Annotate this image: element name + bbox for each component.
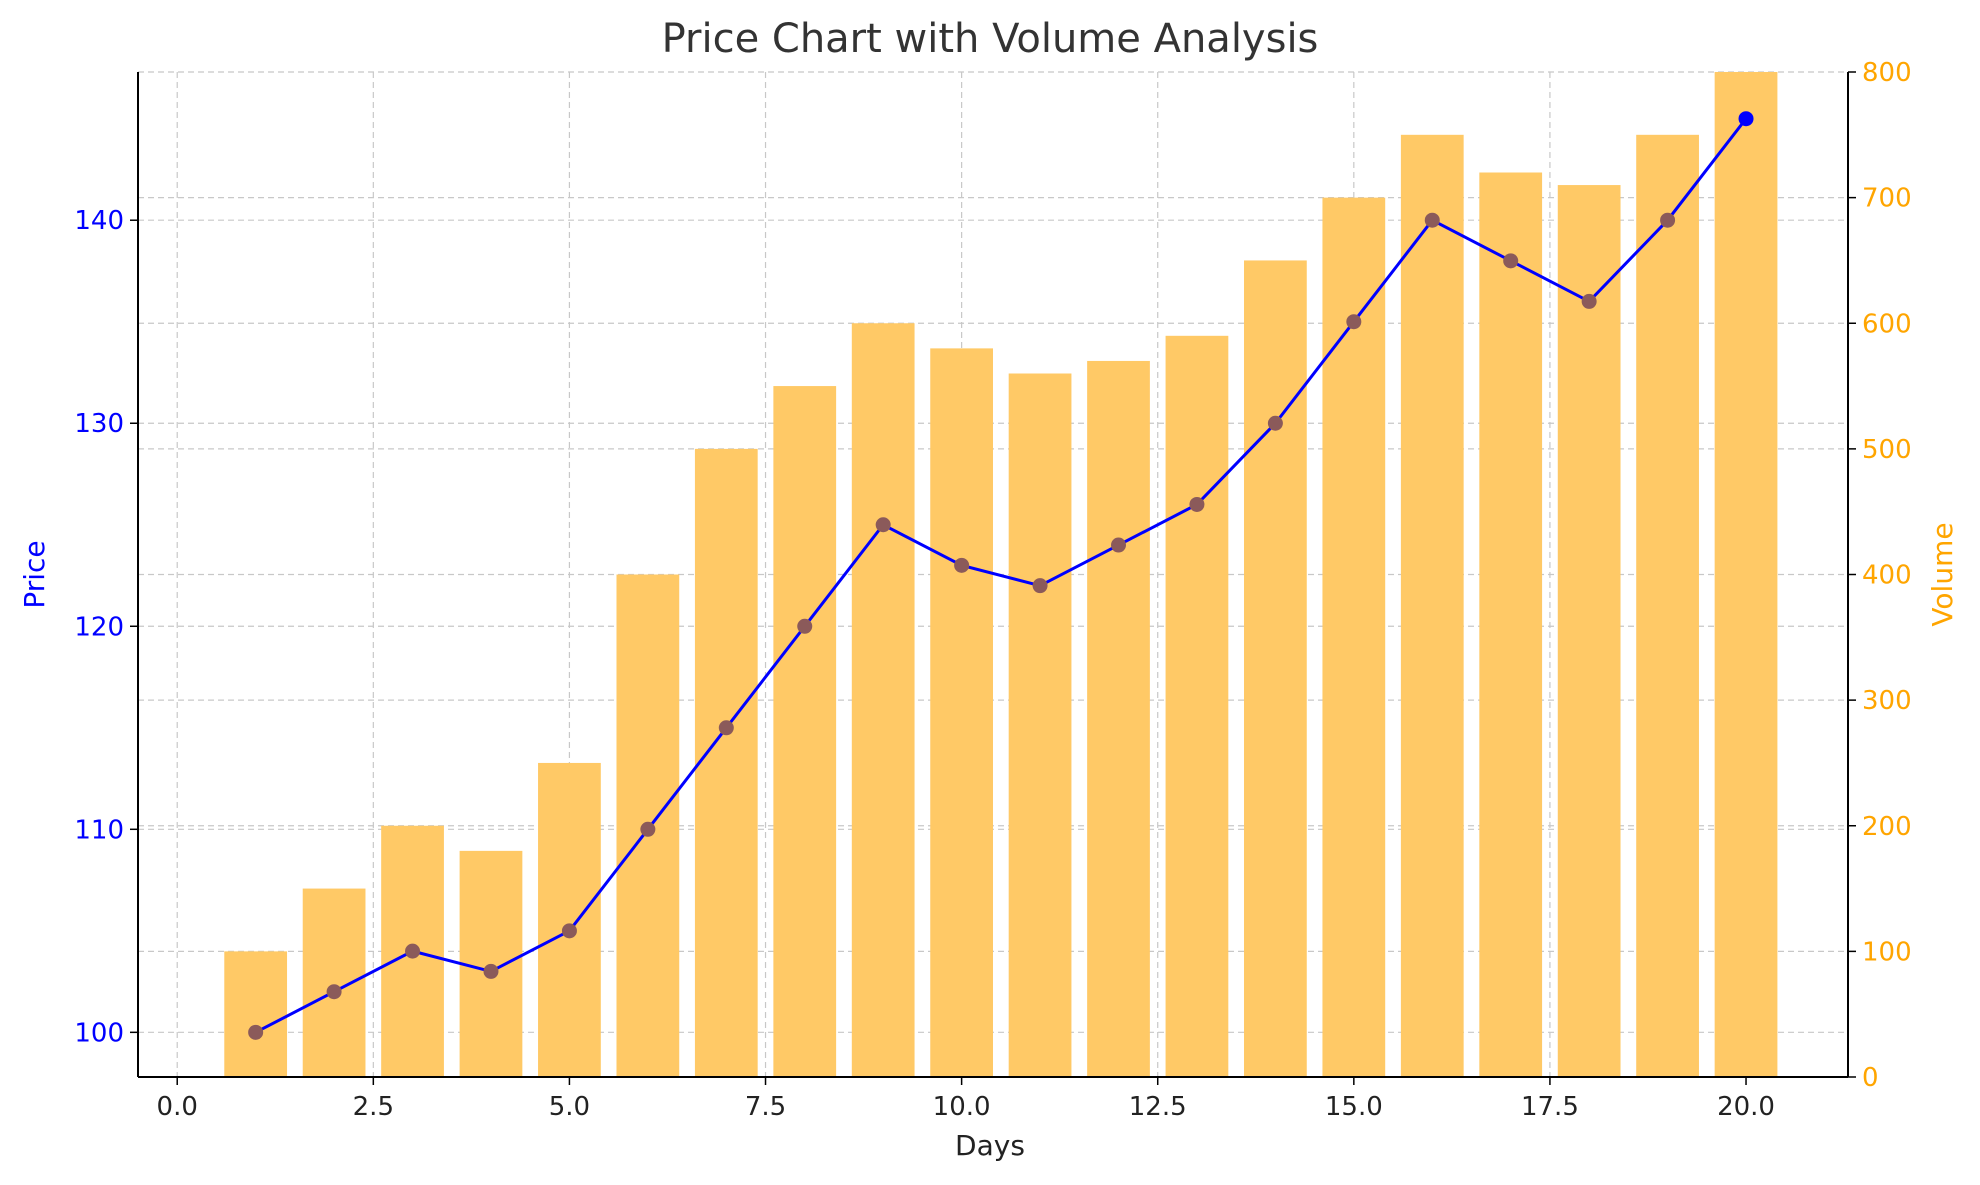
price-point: [1581, 293, 1597, 309]
y2-tick-label: 200: [1862, 812, 1912, 842]
y-tick-label: 110: [74, 815, 124, 845]
x-tick-label: 0.0: [157, 1092, 198, 1122]
price-line-layer: [248, 111, 1754, 1040]
volume-bar: [1636, 134, 1699, 1077]
price-point: [1267, 415, 1283, 431]
price-point: [1189, 496, 1205, 512]
y2-tick-label: 300: [1862, 686, 1912, 716]
price-point: [1424, 212, 1440, 228]
x-axis-title: Days: [955, 1129, 1025, 1162]
price-point: [875, 517, 891, 533]
price-point: [561, 923, 577, 939]
price-point: [483, 963, 499, 979]
price-point: [1346, 314, 1362, 330]
x-tick-label: 5.0: [549, 1092, 590, 1122]
price-point: [954, 557, 970, 573]
y-tick-label: 130: [74, 409, 124, 439]
x-tick-label: 17.5: [1521, 1092, 1579, 1122]
volume-bar: [302, 888, 366, 1077]
y2-tick-label: 600: [1862, 309, 1912, 339]
volume-bar: [1244, 260, 1307, 1077]
volume-bar: [1322, 197, 1386, 1077]
x-tick-label: 7.5: [745, 1092, 786, 1122]
price-point: [718, 720, 734, 736]
x-tick-label: 20.0: [1717, 1092, 1775, 1122]
x-tick-label: 12.5: [1129, 1092, 1187, 1122]
price-point: [797, 618, 813, 634]
volume-bar: [1400, 134, 1464, 1077]
price-point: [640, 821, 656, 837]
volume-bar: [930, 348, 993, 1077]
price-point: [1660, 212, 1676, 228]
volume-bar: [1479, 172, 1543, 1077]
price-point: [405, 943, 421, 959]
y-tick-label: 100: [74, 1018, 124, 1048]
y2-tick-label: 700: [1862, 184, 1912, 214]
y2-axis-title: Volume: [1926, 522, 1959, 626]
price-point: [1503, 253, 1519, 269]
volume-bar: [1714, 72, 1778, 1077]
y2-tick-label: 0: [1862, 1063, 1879, 1093]
volume-bar: [1165, 335, 1229, 1077]
y-axis-title: Price: [18, 540, 51, 608]
volume-bar: [1008, 373, 1072, 1077]
volume-bar: [224, 951, 288, 1077]
x-tick-label: 15.0: [1325, 1092, 1383, 1122]
chart-title: Price Chart with Volume Analysis: [662, 16, 1319, 62]
y2-tick-label: 800: [1862, 58, 1912, 88]
axes: 0.0 2.5 5.0 7.5 10.0 12.5 15.0 17.5 20.0 100 110 12…: [74, 58, 1911, 1122]
y2-tick-label: 500: [1862, 435, 1912, 465]
volume-bar: [773, 386, 837, 1077]
volume-bar: [694, 448, 758, 1077]
price-line: [254, 117, 1748, 1034]
price-point: [1111, 537, 1127, 553]
volume-bar: [1087, 360, 1150, 1077]
x-tick-label: 2.5: [353, 1092, 394, 1122]
y-tick-label: 120: [74, 612, 124, 642]
volume-bars: [224, 72, 1778, 1077]
price-point: [1032, 578, 1048, 594]
price-point: [326, 984, 342, 1000]
y-tick-label: 140: [74, 206, 124, 236]
price-point: [1738, 111, 1754, 127]
x-tick-label: 10.0: [933, 1092, 991, 1122]
volume-bar: [851, 323, 915, 1077]
price-point: [248, 1024, 264, 1040]
volume-bar: [538, 762, 601, 1077]
volume-bar: [1557, 185, 1621, 1077]
y2-tick-label: 400: [1862, 561, 1912, 591]
y2-tick-label: 100: [1862, 937, 1912, 967]
